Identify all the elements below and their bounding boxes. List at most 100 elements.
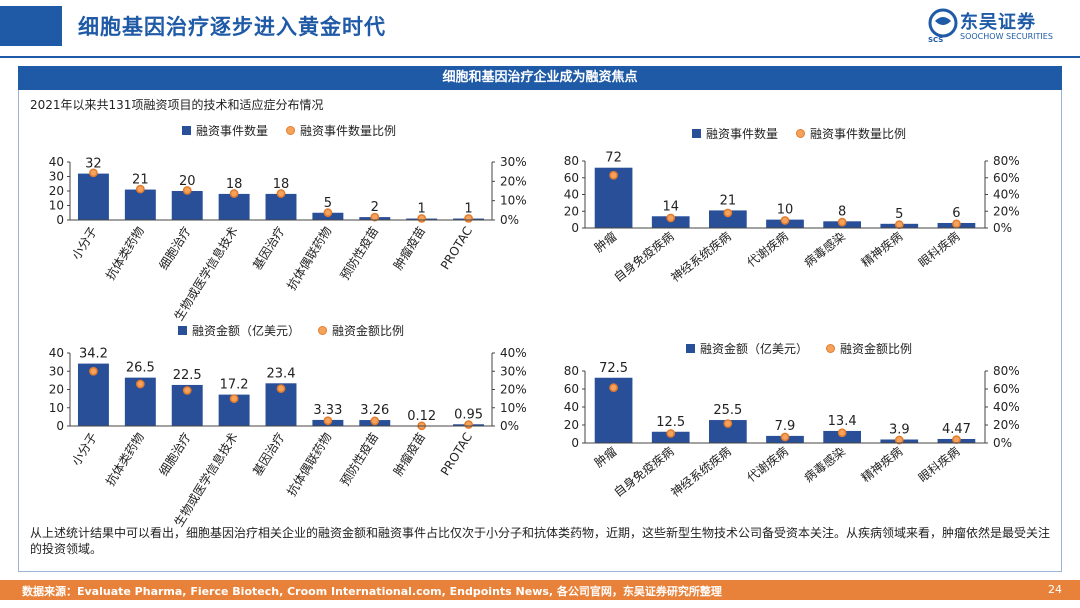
ratio-point — [894, 435, 904, 445]
legend-bar-swatch — [182, 126, 191, 135]
data-label: 18 — [226, 177, 243, 192]
legend-dot-swatch — [286, 126, 296, 135]
data-label: 26.5 — [126, 361, 155, 376]
y-tick-label: 20 — [49, 184, 64, 198]
chart-subtitle: 2021年以来共131项融资项目的技术和适应症分布情况 — [30, 98, 324, 112]
data-label: 0.95 — [454, 407, 483, 422]
legend-chart-3: 融资金额（亿美元） 融资金额比例 — [178, 322, 404, 339]
data-label: 5 — [324, 196, 332, 211]
x-tick-label: 肿瘤 — [591, 444, 619, 471]
y2-tick-label: 60% — [993, 382, 1020, 396]
bar — [171, 191, 203, 220]
page-number: 24 — [1048, 583, 1062, 596]
ratio-point — [229, 189, 239, 198]
ratio-point — [952, 435, 961, 444]
ratio-point — [229, 394, 239, 403]
data-label: 7.9 — [775, 419, 796, 434]
legend-bar-swatch — [686, 344, 695, 353]
y-tick-label: 30 — [49, 364, 64, 378]
ratio-point — [370, 212, 380, 222]
data-label: 72.5 — [599, 361, 628, 376]
ratio-point — [666, 213, 676, 223]
ratio-point — [135, 184, 145, 194]
y-tick-label: 0 — [56, 213, 64, 227]
footer-source: 数据来源：Evaluate Pharma, Fierce Biotech, Cr… — [22, 585, 722, 598]
data-label: 3.33 — [313, 403, 342, 418]
legend-bar-label: 融资事件数量 — [196, 124, 269, 138]
y2-tick-label: 30% — [500, 155, 527, 169]
y2-tick-label: 0% — [993, 436, 1012, 450]
logo-icon — [928, 8, 958, 38]
ratio-point — [837, 428, 847, 438]
legend-chart-1: 融资事件数量 融资事件数量比例 — [182, 122, 396, 139]
legend-chart-4: 融资金额（亿美元） 融资金额比例 — [686, 340, 912, 357]
ratio-point — [182, 186, 192, 195]
ratio-point — [723, 208, 733, 218]
data-label: 20 — [179, 174, 196, 189]
logo-mark-text: SCS — [928, 36, 944, 44]
y2-tick-label: 80% — [993, 364, 1020, 378]
header-accent-bar — [0, 6, 62, 46]
y2-tick-label: 20% — [500, 383, 527, 397]
y2-tick-label: 0% — [500, 213, 519, 227]
legend-dot-swatch — [796, 129, 806, 138]
legend-dot-swatch — [318, 326, 328, 335]
y-tick-label: 30 — [49, 170, 64, 184]
header-divider — [0, 56, 1080, 58]
x-tick-label: 精神疾病 — [858, 444, 905, 485]
x-tick-label: 自身免疫疾病 — [611, 444, 677, 500]
page-title: 细胞基因治疗逐步进入黄金时代 — [78, 15, 386, 39]
x-tick-label: 病毒感染 — [801, 444, 848, 485]
y2-tick-label: 20% — [993, 418, 1020, 432]
ratio-point — [837, 217, 847, 227]
bar — [218, 193, 250, 220]
ratio-point — [609, 170, 618, 180]
conclusion-text: 从上述统计结果中可以看出，细胞基因治疗相关企业的融资金额和融资事件占比仅次于小分… — [30, 526, 1051, 556]
data-label: 1 — [464, 202, 472, 217]
y-tick-label: 0 — [571, 436, 579, 450]
y-tick-label: 0 — [571, 221, 579, 235]
y-tick-label: 60 — [564, 171, 579, 185]
legend-bar-label: 融资事件数量 — [706, 127, 779, 141]
x-tick-label: 神经系统疾病 — [668, 444, 734, 500]
legend-dot-label: 融资事件数量比例 — [810, 127, 907, 141]
data-label: 72 — [605, 151, 622, 166]
y-tick-label: 40 — [49, 346, 64, 360]
ratio-point — [370, 416, 380, 426]
data-label: 21 — [720, 193, 737, 208]
data-label: 6 — [952, 206, 960, 221]
data-label: 5 — [895, 207, 903, 222]
ratio-point — [276, 189, 286, 198]
legend-bar-label: 融资金额（亿美元） — [700, 342, 809, 356]
x-tick-label: 眼科疾病 — [915, 444, 962, 485]
y2-tick-label: 80% — [993, 154, 1020, 168]
y2-tick-label: 0% — [500, 419, 519, 433]
data-label: 23.4 — [267, 366, 296, 381]
bar — [124, 189, 156, 220]
y-tick-label: 10 — [49, 199, 64, 213]
content-frame — [18, 90, 1062, 572]
data-label: 8 — [838, 204, 846, 219]
legend-bar-swatch — [692, 129, 701, 138]
y-tick-label: 40 — [564, 400, 579, 414]
y2-tick-label: 40% — [993, 400, 1020, 414]
legend-dot-label: 融资金额比例 — [332, 324, 405, 338]
data-label: 32 — [85, 157, 102, 172]
data-label: 4.47 — [942, 422, 971, 437]
data-label: 18 — [273, 177, 290, 192]
y2-tick-label: 20% — [993, 204, 1020, 218]
data-label: 21 — [132, 173, 149, 188]
ratio-point — [780, 216, 790, 225]
legend-bar-swatch — [178, 326, 187, 335]
legend-dot-label: 融资金额比例 — [840, 342, 913, 356]
data-label: 3.26 — [360, 403, 389, 418]
bar — [77, 173, 109, 220]
data-label: 14 — [662, 199, 679, 214]
ratio-point — [323, 416, 333, 426]
y-tick-label: 20 — [564, 204, 579, 218]
ratio-point — [89, 366, 98, 376]
bar — [709, 420, 747, 443]
ratio-point — [89, 168, 98, 178]
